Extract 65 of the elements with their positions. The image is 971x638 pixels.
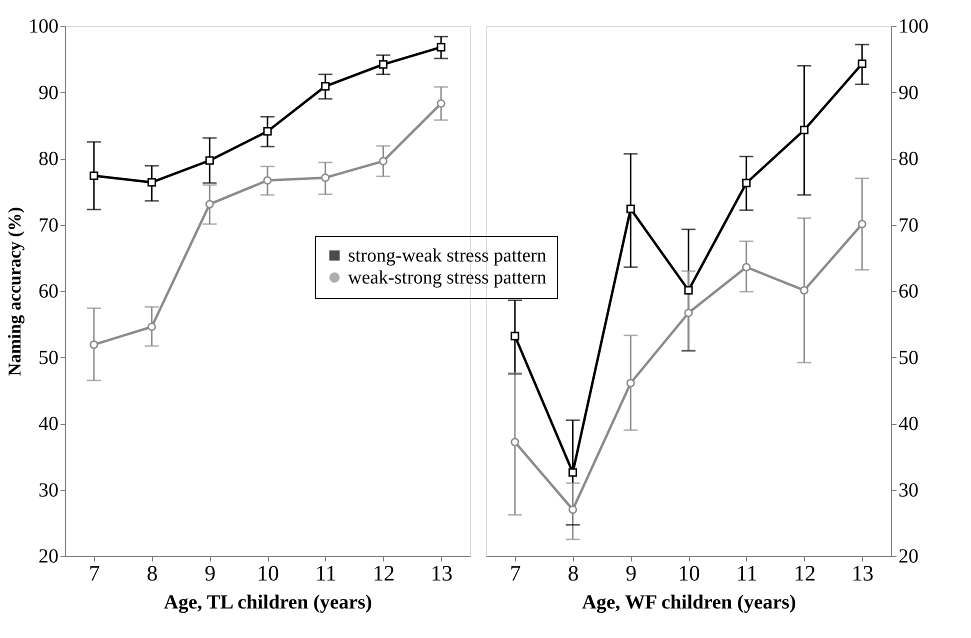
x-tick-label: 10 — [678, 560, 700, 586]
x-tick-label: 12 — [372, 560, 395, 586]
point — [378, 156, 388, 166]
point — [684, 308, 693, 318]
point — [742, 262, 751, 272]
point — [800, 286, 808, 295]
y-tick-label: 30 — [38, 479, 58, 502]
y-tick-label: 90 — [38, 82, 58, 104]
point — [205, 200, 214, 208]
point — [858, 59, 866, 68]
y-tick-label: 80 — [38, 148, 58, 170]
point — [858, 220, 866, 228]
y-tick-label: 50 — [898, 346, 918, 369]
x-tick-label: 13 — [852, 560, 874, 586]
x-axis-title: Age, WF children (years) — [582, 592, 796, 614]
point — [684, 286, 693, 295]
y-tick-label: 100 — [28, 16, 58, 38]
point — [626, 378, 635, 388]
point — [378, 60, 388, 69]
x-tick-label: 8 — [146, 560, 158, 586]
point — [90, 171, 98, 180]
y-tick-label: 40 — [38, 413, 58, 435]
point — [321, 82, 330, 91]
y-tick-label: 70 — [898, 214, 918, 236]
x-tick-label: 11 — [315, 560, 336, 586]
y-tick-label: 60 — [38, 280, 58, 302]
x-tick-label: 8 — [568, 560, 579, 586]
x-tick-label: 7 — [88, 560, 100, 586]
point — [510, 438, 520, 446]
point — [510, 332, 520, 340]
y-tick-label: 40 — [898, 413, 918, 435]
y-tick-label: 20 — [38, 546, 58, 568]
x-tick-label: 11 — [736, 560, 758, 586]
y-tick-label: 80 — [898, 148, 918, 170]
point — [148, 178, 156, 187]
y-tick-label: 100 — [898, 16, 928, 38]
point — [568, 468, 578, 477]
point — [626, 204, 635, 214]
point — [148, 322, 156, 332]
point — [742, 178, 751, 188]
y-tick-label: 50 — [38, 346, 58, 369]
x-tick-label: 7 — [510, 560, 521, 586]
legend-label: strong-weak stress pattern — [348, 246, 547, 266]
x-tick-label: 10 — [257, 560, 279, 586]
y-axis-title: Naming accuracy (%) — [4, 207, 24, 376]
x-tick-label: 9 — [626, 560, 637, 586]
point — [800, 126, 808, 134]
point — [263, 176, 272, 185]
point — [263, 127, 272, 136]
point — [321, 173, 330, 182]
point — [568, 505, 578, 514]
y-tick-label: 20 — [898, 546, 918, 568]
y-tick-label: 60 — [898, 280, 918, 302]
y-tick-label: 90 — [898, 82, 918, 104]
point — [90, 340, 98, 349]
x-tick-label: 9 — [204, 560, 216, 586]
x-tick-label: 12 — [794, 560, 816, 586]
point — [436, 42, 446, 52]
y-tick-label: 30 — [898, 479, 918, 502]
x-tick-label: 13 — [430, 560, 453, 586]
legend-label: weak-strong stress pattern — [348, 268, 547, 288]
point — [205, 156, 214, 165]
y-tick-label: 70 — [38, 214, 58, 236]
x-axis-title: Age, TL children (years) — [164, 592, 372, 614]
point — [436, 99, 446, 108]
